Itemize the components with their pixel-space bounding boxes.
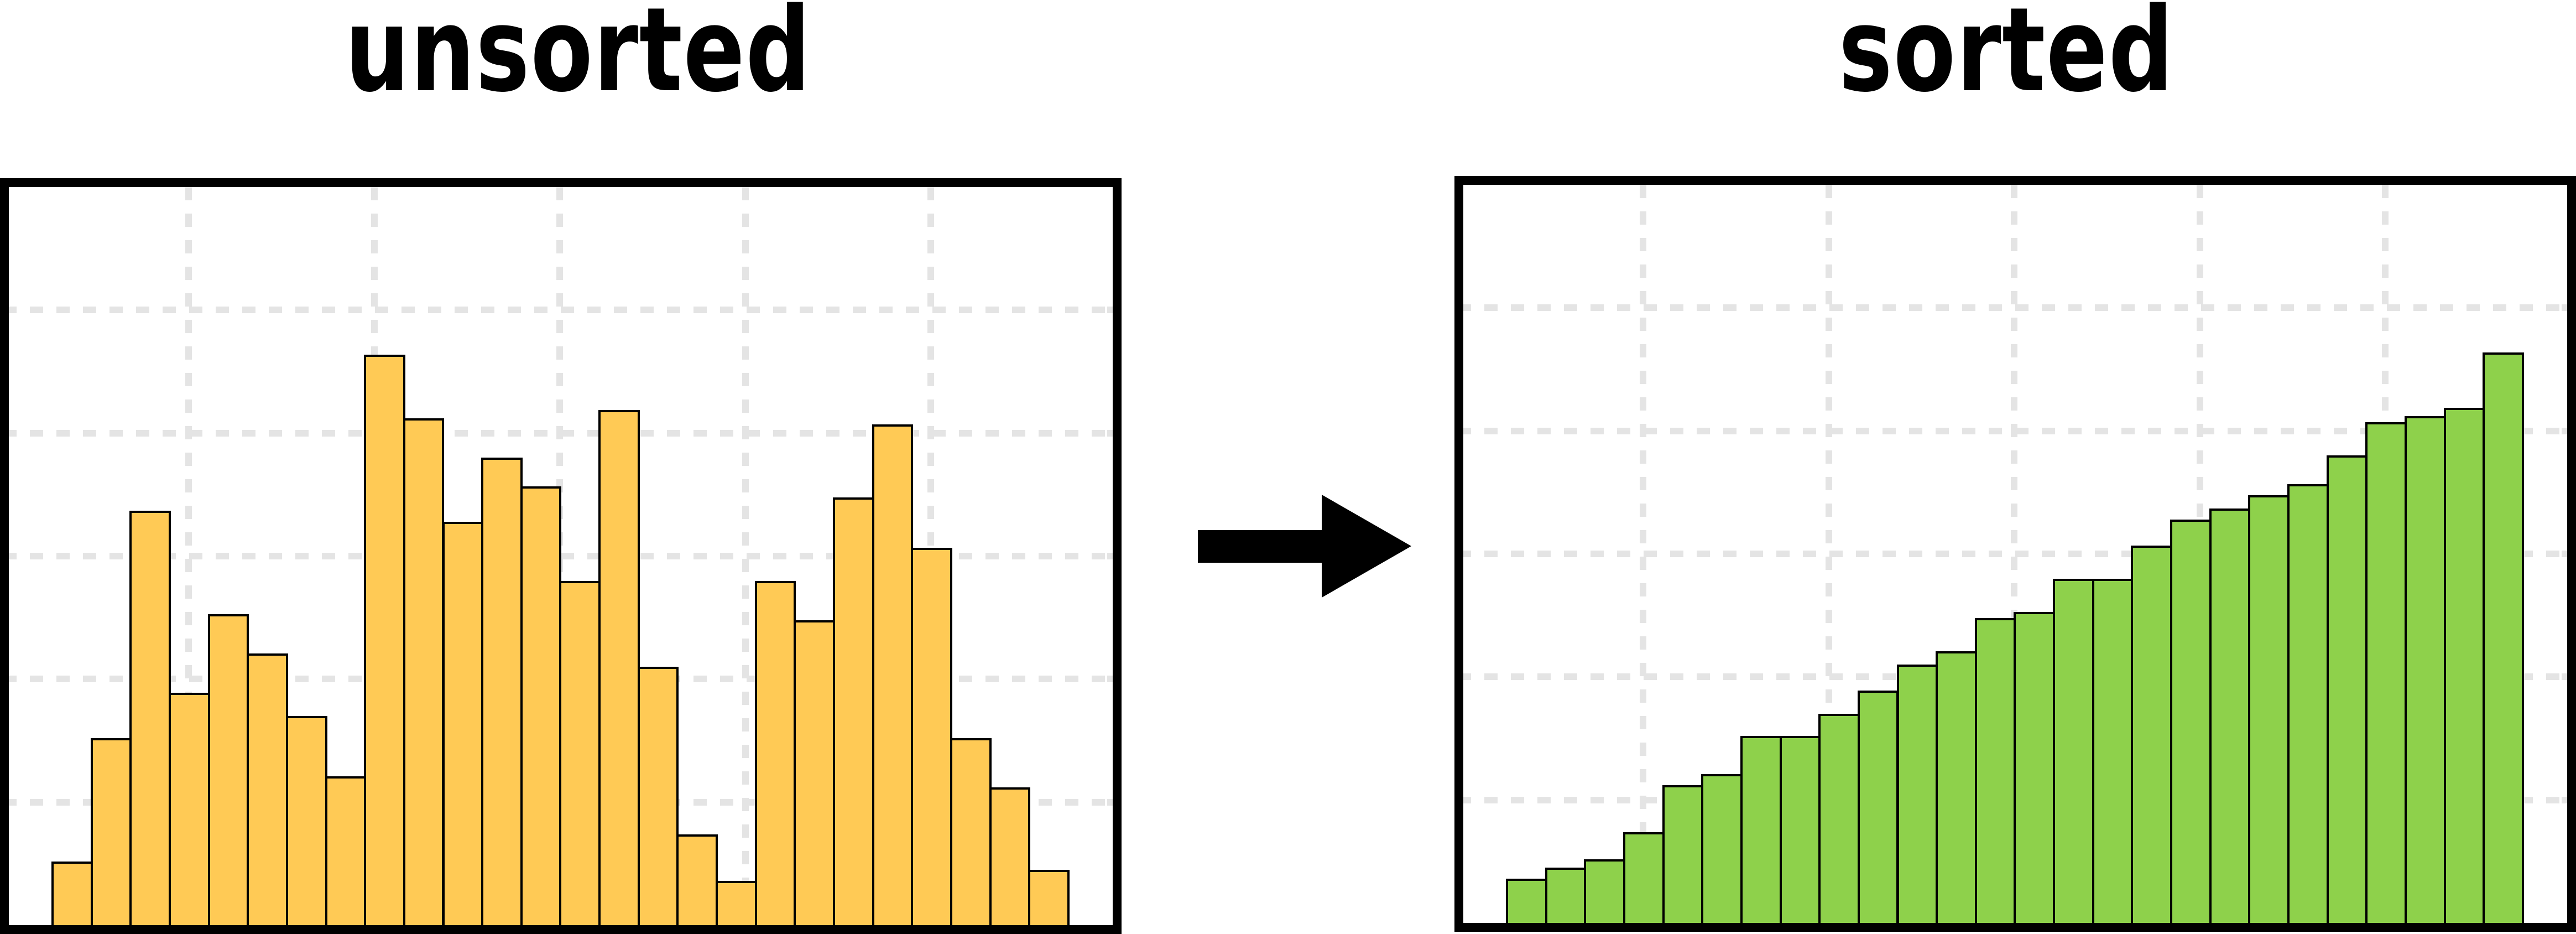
vertical-gridline <box>742 187 749 925</box>
bar <box>51 861 93 925</box>
bar <box>598 409 640 925</box>
bar <box>637 667 679 925</box>
right-arrow-icon <box>1198 495 1411 598</box>
bar <box>1662 785 1704 923</box>
bar <box>2365 422 2407 923</box>
bar <box>911 547 952 925</box>
bar <box>1740 736 1782 923</box>
bar <box>2287 484 2329 923</box>
bar <box>90 738 132 925</box>
bar <box>950 738 992 925</box>
sorted-chart <box>1454 176 2576 932</box>
bar <box>285 716 327 925</box>
bar <box>2483 352 2524 923</box>
bar <box>2404 416 2446 923</box>
bar <box>2326 455 2368 923</box>
bar <box>794 620 835 925</box>
bar <box>129 510 171 925</box>
sorted-title-text: sorted <box>1838 0 2175 118</box>
bar <box>1028 870 1070 925</box>
bar <box>676 834 718 925</box>
unsorted-chart <box>0 178 1122 934</box>
bar <box>2131 545 2173 923</box>
bar <box>2209 508 2251 923</box>
bar <box>2053 578 2094 923</box>
bar <box>403 418 445 925</box>
bar <box>1779 736 1821 923</box>
vertical-gridline <box>1640 185 1646 923</box>
bar <box>364 354 405 925</box>
bar <box>247 653 288 925</box>
bar <box>1857 691 1899 923</box>
bar <box>168 693 210 925</box>
bar <box>2170 519 2212 923</box>
bar <box>1818 714 1860 923</box>
sorted-plot-area <box>1463 185 2567 923</box>
unsorted-title: unsorted <box>0 0 1156 111</box>
bar <box>1896 665 1938 923</box>
bar <box>1936 651 1977 923</box>
bar <box>1506 879 1547 923</box>
bar <box>872 424 914 925</box>
bar <box>559 580 601 925</box>
bar <box>989 787 1031 925</box>
bar <box>325 776 367 925</box>
bar <box>2248 495 2290 923</box>
bar <box>2092 578 2134 923</box>
bar <box>2014 611 2056 923</box>
bar <box>716 881 757 925</box>
sorted-title: sorted <box>1454 0 2558 111</box>
bar <box>1701 774 1743 923</box>
bar <box>1623 832 1665 923</box>
bar <box>520 486 562 925</box>
bar <box>1974 618 2016 923</box>
unsorted-plot-area <box>9 187 1113 925</box>
bar <box>754 580 796 925</box>
bar <box>207 614 249 925</box>
bar <box>2443 407 2485 923</box>
bar <box>1545 868 1587 923</box>
bar <box>1584 859 1625 923</box>
unsorted-title-text: unsorted <box>345 0 811 118</box>
bar <box>833 497 874 925</box>
bar <box>442 521 484 925</box>
bar <box>481 458 523 925</box>
